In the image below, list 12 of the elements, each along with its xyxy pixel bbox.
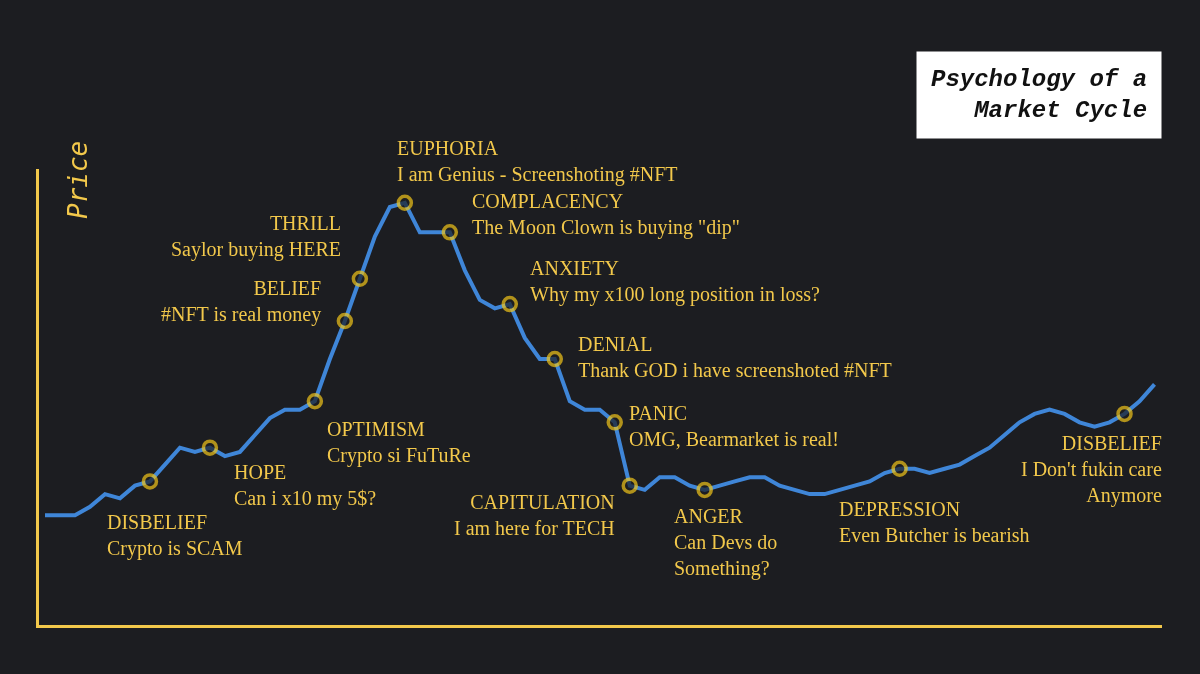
annotation: ANXIETY Why my x100 long position in loss? <box>530 257 821 306</box>
text: EUPHORIA I am Genius - Screenshoting #NFT <box>397 137 678 186</box>
annotation: CAPITULATION I am here for TECH <box>454 491 615 539</box>
annotation: DENIAL Thank GOD i have screenshoted #NFT <box>578 333 892 381</box>
annotation: PANIC OMG, Bearmarket is real! <box>629 402 839 450</box>
annotation: THRILL Saylor buying HERE <box>171 212 341 261</box>
y-axis-title: Price <box>63 140 93 219</box>
annotation: DISBELIEF Crypto is SCAM <box>107 511 243 560</box>
annotation: BELIEF #NFT is real money <box>161 277 322 326</box>
annotation: COMPLACENCY The Moon Clown is buying "dip" <box>472 190 740 239</box>
annotation: ANGER Can Devs do Something? <box>674 505 778 580</box>
chart-title: Psychology of a Market Cycle <box>931 66 1148 125</box>
